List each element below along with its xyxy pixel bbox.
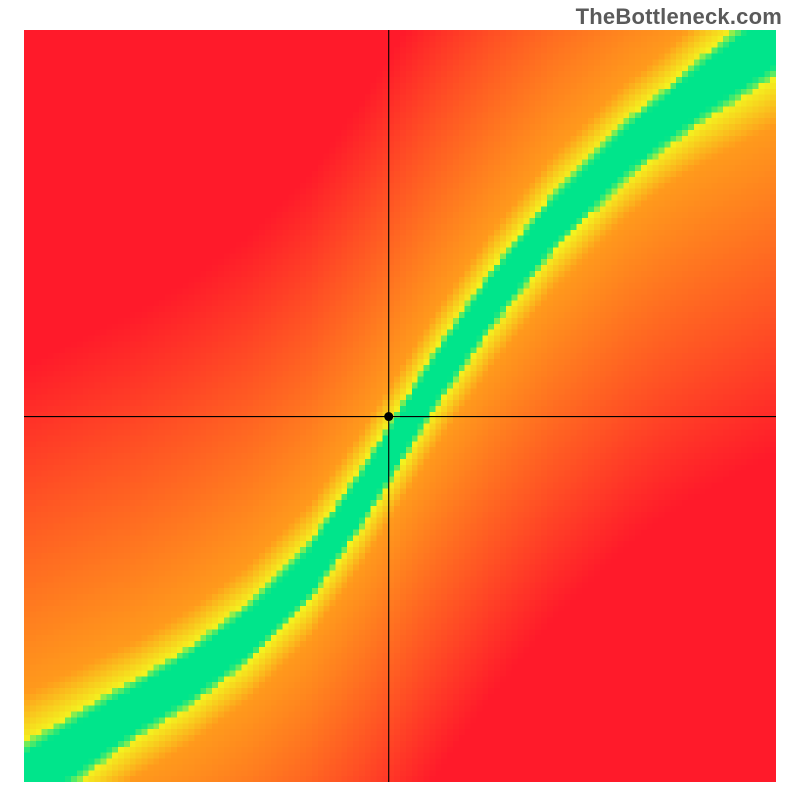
bottleneck-heatmap	[24, 30, 776, 782]
heatmap-canvas	[24, 30, 776, 782]
watermark-text: TheBottleneck.com	[576, 4, 782, 30]
